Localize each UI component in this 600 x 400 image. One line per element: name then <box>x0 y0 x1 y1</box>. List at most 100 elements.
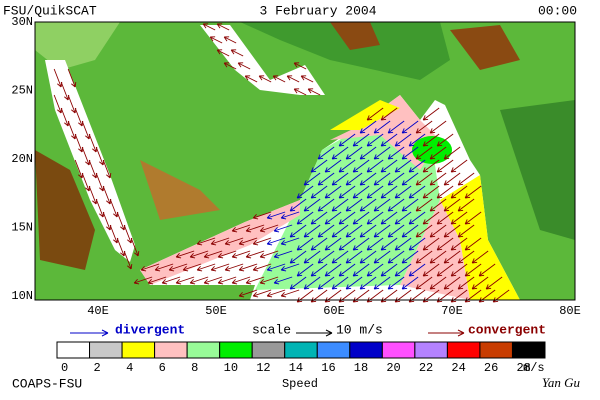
colorbar-swatch <box>446 341 481 359</box>
wind-arrow <box>196 237 216 246</box>
wind-arrow <box>210 263 230 272</box>
wind-arrow <box>366 133 384 147</box>
wind-arrow <box>338 133 356 147</box>
sea-speed-4-coast <box>440 175 520 300</box>
lat-label: 10N <box>11 289 33 303</box>
wind-arrow <box>429 224 447 238</box>
wind-arrow <box>352 185 370 199</box>
wind-arrow <box>286 75 300 83</box>
colorbar-tick-label: 16 <box>321 361 335 375</box>
wind-arrow <box>231 276 251 285</box>
wind-arrow <box>338 159 356 173</box>
wind-arrow <box>223 62 237 70</box>
wind-arrow <box>450 211 468 225</box>
wind-arrow <box>209 36 223 44</box>
wind-arrow <box>338 211 356 225</box>
wind-arrow <box>457 172 475 186</box>
colorbar-swatch <box>219 341 253 359</box>
colorbar-tick-label: 12 <box>256 361 270 375</box>
wind-arrow <box>161 276 181 285</box>
sea-speed-4 <box>330 100 400 130</box>
wind-arrow <box>387 146 405 160</box>
map-area <box>34 21 576 303</box>
wind-arrow <box>189 276 209 285</box>
wind-arrow <box>245 250 265 259</box>
wind-arrow <box>394 263 412 277</box>
desert <box>140 160 220 220</box>
wind-arrow <box>387 224 405 238</box>
wind-arrow <box>296 263 314 277</box>
wind-arrow <box>102 159 112 179</box>
wind-arrow <box>338 237 356 251</box>
wind-arrow <box>422 107 440 121</box>
wind-arrow <box>296 211 314 225</box>
wind-arrow <box>464 211 482 225</box>
wind-arrow <box>485 276 503 290</box>
wind-arrow <box>266 263 286 272</box>
wind-arrow <box>258 75 272 83</box>
wind-arrow <box>307 88 321 96</box>
wind-arrow <box>303 224 321 238</box>
wind-arrow <box>345 224 363 238</box>
wind-arrow <box>352 159 370 173</box>
wind-arrow <box>224 237 244 246</box>
wind-arrow <box>443 224 461 238</box>
sea-speed-10 <box>412 136 452 164</box>
wind-arrow <box>450 237 468 251</box>
wind-arrow <box>300 75 314 83</box>
wind-arrow <box>252 289 272 298</box>
wind-arrow <box>373 250 391 264</box>
colorbar-tick-label: 2 <box>94 361 101 375</box>
wind-arrow <box>443 172 461 186</box>
wind-arrow <box>373 120 391 134</box>
colorbar-tick-label: 28 <box>516 361 530 375</box>
wind-arrow <box>196 263 216 272</box>
wind-arrow <box>331 224 349 238</box>
land-india <box>500 100 575 240</box>
wind-arrow <box>422 263 440 277</box>
wind-arrow <box>310 263 328 277</box>
colorbar-swatch <box>511 341 546 359</box>
colorbar-tick-label: 22 <box>419 361 433 375</box>
wind-arrow <box>366 237 384 251</box>
wind-arrow <box>443 276 461 290</box>
wind-arrow <box>210 237 230 246</box>
wind-arrow <box>189 250 209 259</box>
wind-arrow <box>415 198 433 212</box>
colorbar-swatch <box>56 341 91 359</box>
wind-arrow <box>289 250 307 264</box>
wind-arrow <box>266 237 286 246</box>
wind-arrow <box>450 263 468 277</box>
wind-arrow <box>252 263 272 272</box>
colorbar-tick-label: 18 <box>354 361 368 375</box>
wind-arrow <box>303 276 321 290</box>
footer-left: COAPS-FSU <box>12 376 82 391</box>
wind-arrow <box>464 185 482 199</box>
wind-arrow <box>317 198 335 212</box>
wind-arrow <box>203 250 223 259</box>
legend-divergent: divergent <box>115 322 185 337</box>
wind-arrow <box>289 276 307 290</box>
wind-arrow <box>380 237 398 251</box>
wind-arrow <box>202 23 216 31</box>
colorbar-swatch <box>251 341 286 359</box>
wind-arrow <box>252 237 272 246</box>
wind-arrow <box>345 172 363 186</box>
legend: divergent scale 10 m/s convergent <box>70 322 546 337</box>
colorbar-tick-label: 24 <box>451 361 465 375</box>
header-date: 3 February 2004 <box>259 3 376 18</box>
wind-arrow <box>387 172 405 186</box>
wind-arrow <box>310 159 328 173</box>
wind-arrow <box>380 133 398 147</box>
wind-arrow <box>324 237 342 251</box>
wind-arrow <box>203 276 223 285</box>
lon-label: 70E <box>441 304 463 318</box>
wind-arrow <box>387 250 405 264</box>
map-frame <box>34 21 576 301</box>
wind-arrow <box>352 263 370 277</box>
wind-arrow <box>273 250 293 259</box>
wind-arrow <box>401 198 419 212</box>
wind-arrow <box>331 198 349 212</box>
wind-arrow <box>324 185 342 199</box>
